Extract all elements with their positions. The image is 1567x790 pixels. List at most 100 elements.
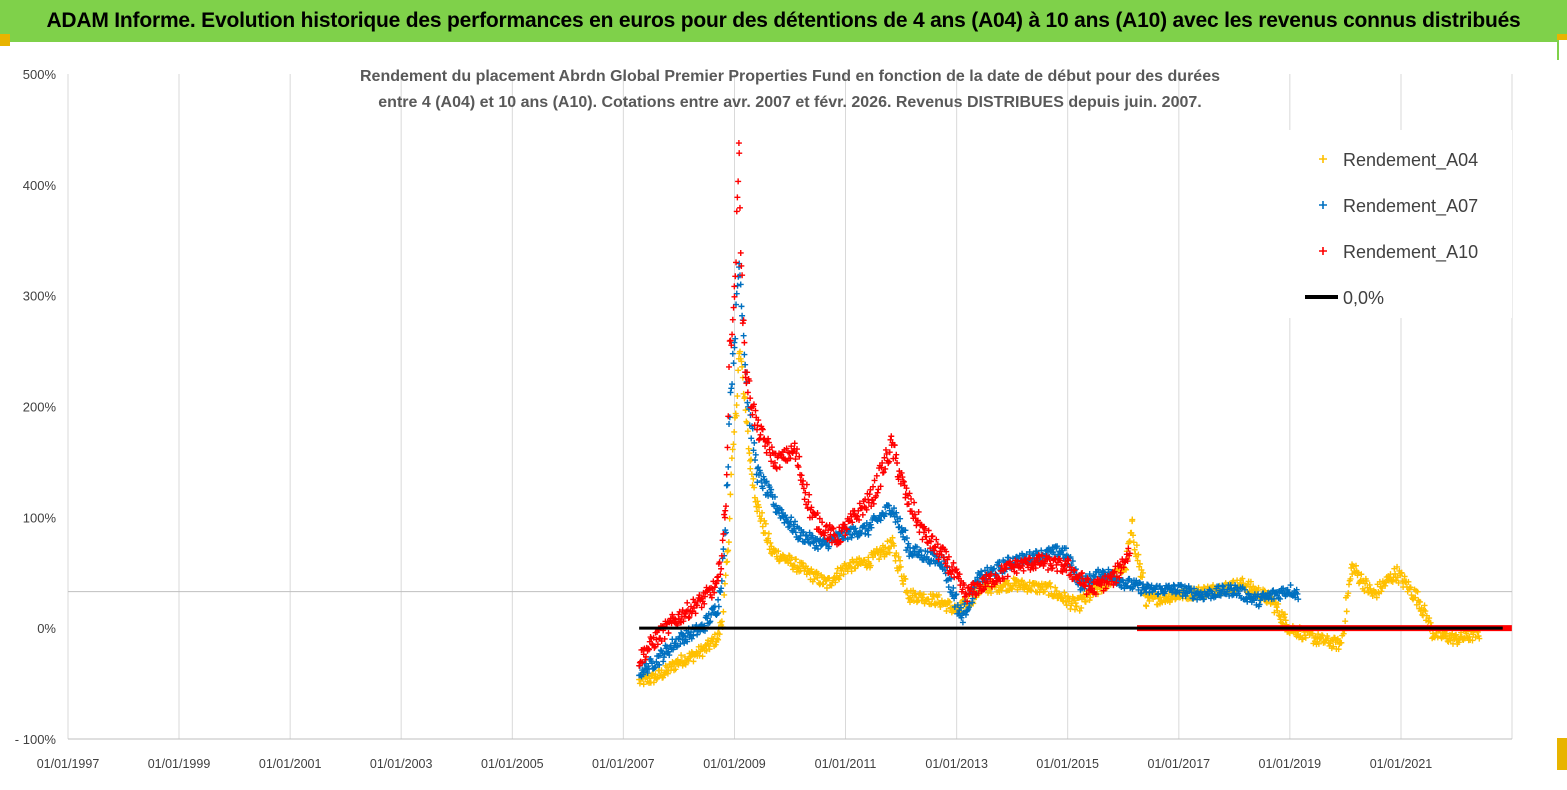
data-point <box>1108 573 1115 580</box>
data-point <box>1026 579 1033 586</box>
y-tick-label: 500% <box>23 67 57 82</box>
data-point <box>1294 590 1301 597</box>
data-point <box>894 459 901 466</box>
data-point <box>1118 584 1125 591</box>
data-point <box>765 492 772 499</box>
data-point <box>805 536 812 543</box>
data-point <box>848 568 855 575</box>
data-point <box>731 283 738 290</box>
data-point <box>690 596 697 603</box>
data-point <box>646 675 653 682</box>
data-point <box>852 525 859 532</box>
data-point <box>876 556 883 563</box>
data-point <box>765 530 772 537</box>
data-point <box>957 604 964 611</box>
data-point <box>759 509 766 516</box>
data-point <box>1071 606 1078 613</box>
data-point <box>788 554 795 561</box>
data-point <box>1089 585 1096 592</box>
data-point <box>898 469 905 476</box>
data-point <box>1343 608 1350 615</box>
data-point <box>726 421 733 428</box>
data-point <box>677 640 684 647</box>
data-point <box>734 393 741 400</box>
data-point <box>882 446 889 453</box>
data-point <box>815 570 822 577</box>
data-point <box>1135 551 1142 558</box>
data-point <box>1382 582 1389 589</box>
data-point <box>731 428 738 435</box>
data-point <box>725 539 732 546</box>
data-point <box>820 581 827 588</box>
data-point <box>902 527 909 534</box>
data-point <box>880 548 887 555</box>
data-point <box>967 585 974 592</box>
data-point <box>945 584 952 591</box>
data-point <box>1138 566 1145 573</box>
data-point <box>1022 556 1029 563</box>
data-point <box>919 536 926 543</box>
data-point <box>1072 600 1079 607</box>
data-point <box>1116 561 1123 568</box>
data-point <box>894 567 901 574</box>
data-point <box>762 520 769 527</box>
data-point <box>1126 550 1133 557</box>
data-point <box>727 491 734 498</box>
data-point <box>871 477 878 484</box>
data-point <box>660 654 667 661</box>
data-point <box>913 544 920 551</box>
data-point <box>1130 532 1137 539</box>
data-point <box>1235 588 1242 595</box>
data-point <box>1274 607 1281 614</box>
data-point <box>722 572 729 579</box>
data-point <box>797 532 804 539</box>
data-point <box>1426 615 1433 622</box>
data-point <box>800 477 807 484</box>
data-point <box>639 659 646 666</box>
data-point <box>906 490 913 497</box>
data-point <box>870 500 877 507</box>
data-point <box>1032 565 1039 572</box>
data-point <box>821 532 828 539</box>
data-point <box>1194 588 1201 595</box>
data-point <box>892 455 899 462</box>
data-point <box>919 594 926 601</box>
data-point <box>1367 585 1374 592</box>
data-point <box>1342 618 1349 625</box>
data-point <box>1455 639 1462 646</box>
data-point <box>1020 567 1027 574</box>
data-point <box>848 534 855 541</box>
data-point <box>1241 586 1248 593</box>
data-point <box>877 517 884 524</box>
data-point <box>882 465 889 472</box>
data-point <box>1131 546 1138 553</box>
data-point <box>884 538 891 545</box>
data-point <box>759 426 766 433</box>
data-point <box>645 663 652 670</box>
data-point <box>997 578 1004 585</box>
data-point <box>723 482 730 489</box>
data-point <box>1358 571 1365 578</box>
data-point <box>885 502 892 509</box>
data-point <box>792 529 799 536</box>
legend-plus-marker <box>1319 201 1327 209</box>
data-point <box>758 477 765 484</box>
data-point <box>1361 588 1368 595</box>
data-point <box>720 546 727 553</box>
data-point <box>1033 548 1040 555</box>
data-point <box>720 608 727 615</box>
legend-label: Rendement_A04 <box>1343 150 1478 171</box>
data-point <box>904 589 911 596</box>
data-point <box>750 447 757 454</box>
data-point <box>891 542 898 549</box>
data-point <box>895 553 902 560</box>
data-point <box>803 481 810 488</box>
data-point <box>1021 586 1028 593</box>
data-point <box>1405 578 1412 585</box>
data-point <box>646 646 653 653</box>
data-point <box>718 618 725 625</box>
data-point <box>793 446 800 453</box>
data-point <box>744 399 751 406</box>
data-point <box>780 553 787 560</box>
